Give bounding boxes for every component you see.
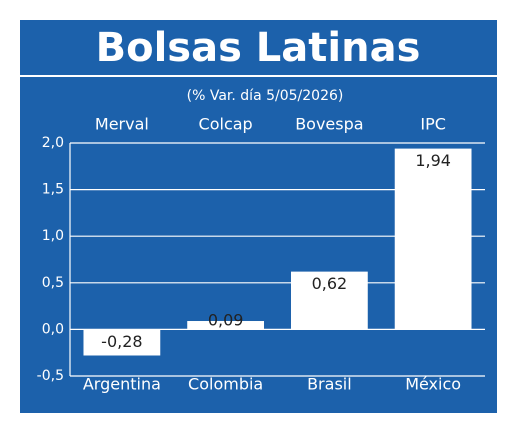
index-label: Bovespa <box>295 115 363 134</box>
y-tick-label: 2,0 <box>42 135 64 151</box>
chart-subtitle: (% Var. día 5/05/2026) <box>187 88 344 104</box>
y-tick-label: 1,0 <box>42 228 64 244</box>
bar <box>83 329 161 356</box>
chart-title: Bolsas Latinas <box>96 25 421 71</box>
x-tick-label: Argentina <box>83 375 161 394</box>
value-label: 0,62 <box>312 274 348 293</box>
value-label: 0,09 <box>208 311 244 330</box>
bar <box>394 148 472 330</box>
y-tick-label: -0,5 <box>37 368 64 384</box>
value-label: -0,28 <box>101 332 142 351</box>
bar <box>290 271 368 330</box>
bar <box>187 321 265 330</box>
y-tick-label: 0,5 <box>42 275 64 291</box>
value-label: 1,94 <box>415 151 451 170</box>
x-tick-label: Brasil <box>307 375 352 394</box>
index-label: Colcap <box>199 115 253 134</box>
index-label: Merval <box>95 115 149 134</box>
y-tick-label: 0,0 <box>42 321 64 337</box>
y-tick-label: 1,5 <box>42 182 64 198</box>
index-label: IPC <box>420 115 446 134</box>
x-tick-label: Colombia <box>188 375 263 394</box>
x-tick-label: México <box>405 375 461 394</box>
